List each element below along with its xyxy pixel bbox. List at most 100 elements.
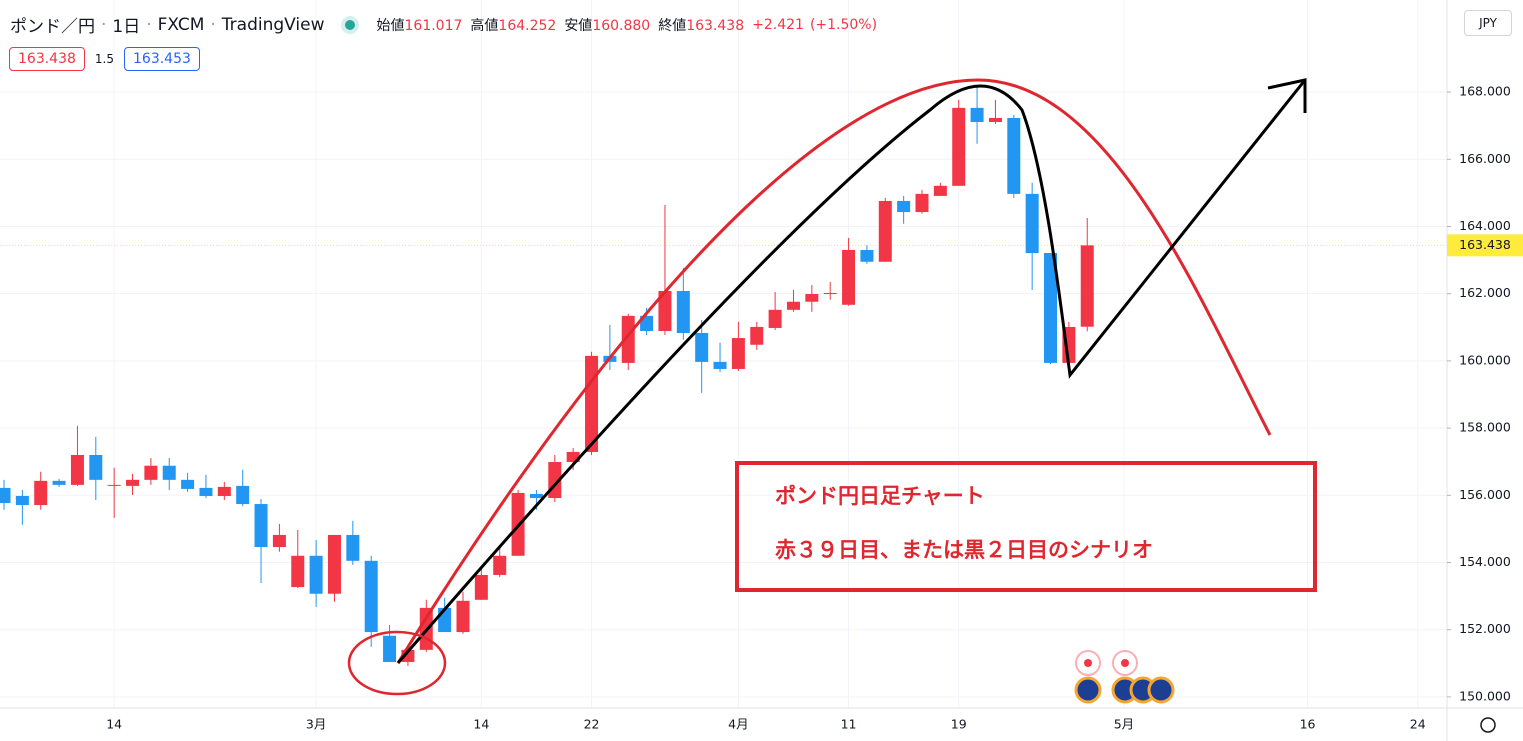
candle-body	[217, 486, 231, 496]
y-tick-label: 168.000	[1459, 84, 1511, 99]
candle-body	[695, 332, 709, 362]
candle-body	[676, 290, 690, 333]
candle-body	[346, 534, 360, 561]
x-tick-label: 14	[106, 717, 122, 732]
candle-body	[52, 480, 66, 485]
ohlc-label: 終値	[658, 17, 687, 34]
ohlc: 始値161.017 高値164.252 安値160.880 終値163.438	[377, 15, 753, 35]
candle-body	[713, 361, 727, 369]
x-tick-label: 16	[1300, 717, 1316, 732]
axes: 150.000 152.000 154.000 156.000 158.000 160.0…	[106, 84, 1523, 732]
y-tick-label: 150.000	[1459, 688, 1511, 703]
candle-body	[1044, 253, 1058, 363]
candle-body	[952, 107, 966, 186]
sell-button[interactable]: 163.438	[9, 47, 85, 71]
symbol: ポンド／円	[10, 17, 95, 37]
candle-body	[970, 107, 984, 122]
flag-icon[interactable]	[1074, 676, 1102, 704]
x-tick-label: 3月	[306, 717, 326, 732]
candle-body	[1080, 245, 1094, 327]
status-dot	[344, 19, 355, 30]
x-tick-label: 11	[841, 717, 857, 732]
candle-body	[15, 495, 29, 506]
ohlc-label: 安値	[564, 17, 593, 34]
annotation-box	[735, 461, 1317, 592]
candles	[0, 85, 1094, 666]
drawing-ellipse	[347, 630, 447, 696]
candle-body	[621, 315, 635, 363]
header: ポンド／円 · 1日 · FXCM · TradingView 始値161.017 高値…	[10, 12, 883, 38]
y-tick-label: 152.000	[1459, 621, 1511, 636]
event-dot	[1084, 659, 1092, 667]
flag-icon[interactable]	[1147, 676, 1175, 704]
y-tick-label: 154.000	[1459, 554, 1511, 569]
candle-body	[750, 326, 764, 345]
buy-button[interactable]: 163.453	[124, 47, 200, 71]
candle-body	[236, 485, 250, 505]
candle-body	[144, 465, 158, 480]
ohlc-item: 安値160.880	[564, 18, 650, 34]
candle-body	[842, 250, 856, 305]
candle-body	[199, 487, 213, 496]
platform: TradingView	[221, 14, 325, 35]
candle-body	[731, 338, 745, 369]
spread: 1.5	[94, 52, 114, 66]
y-tick-label: 166.000	[1459, 151, 1511, 166]
currency-button[interactable]: JPY	[1464, 10, 1512, 36]
x-tick-label: 24	[1410, 717, 1426, 732]
x-tick-label: 19	[951, 717, 967, 732]
candle-body	[658, 290, 672, 331]
ohlc-value: 161.017	[404, 17, 463, 34]
x-tick-label: 22	[584, 717, 600, 732]
y-tick-label: 158.000	[1459, 420, 1511, 435]
candle-body	[566, 451, 580, 463]
last-price-tag	[1447, 234, 1523, 257]
candle-body	[254, 504, 268, 548]
drawing-arrowhead	[1267, 78, 1307, 113]
candle-body	[860, 250, 874, 262]
annotation: ポンド円日足チャート	[775, 484, 985, 508]
y-tick-label: 160.000	[1459, 352, 1511, 367]
candle-body	[327, 534, 341, 594]
ohlc-item: 高値164.252	[470, 18, 556, 34]
change: +2.421	[752, 16, 804, 33]
candle-body	[272, 534, 286, 548]
candle-body	[89, 454, 103, 480]
events	[1074, 650, 1175, 704]
y-tick-label: 162.000	[1459, 285, 1511, 300]
change-pct: (+1.50%)	[809, 16, 878, 33]
candle-body	[585, 355, 599, 452]
candle-body	[988, 117, 1002, 122]
source: FXCM	[157, 14, 205, 35]
x-tick-label: 4月	[728, 717, 748, 732]
candle-body	[529, 493, 543, 498]
quote: 163.438 1.5 163.453	[9, 47, 200, 71]
interval: 1日	[112, 17, 141, 37]
drawing-black-path	[396, 79, 1307, 664]
candle-body	[640, 315, 654, 331]
candle-body	[126, 479, 140, 486]
candle-body	[70, 454, 84, 485]
candle-body	[474, 574, 488, 600]
candle-body	[364, 560, 378, 633]
candle-body	[162, 465, 176, 480]
candle-body	[383, 635, 397, 662]
candle-body	[878, 200, 892, 262]
candle-body	[786, 301, 800, 310]
settings-icon[interactable]	[1480, 717, 1496, 733]
candle-body	[107, 484, 121, 486]
x-tick-label: 14	[473, 717, 489, 732]
candle-body	[291, 555, 305, 588]
event-dot	[1121, 659, 1129, 667]
candle-body	[456, 600, 470, 633]
candle-body	[933, 185, 947, 196]
ohlc-value: 164.252	[498, 17, 557, 34]
ohlc-label: 始値	[376, 17, 405, 34]
ohlc-item: 始値161.017	[377, 18, 463, 34]
y-tick-label: 156.000	[1459, 487, 1511, 502]
candle-body	[493, 555, 507, 575]
y-tick-label: 164.000	[1459, 218, 1511, 233]
ohlc-item: 終値163.438	[658, 18, 744, 34]
candle-body	[823, 293, 837, 295]
